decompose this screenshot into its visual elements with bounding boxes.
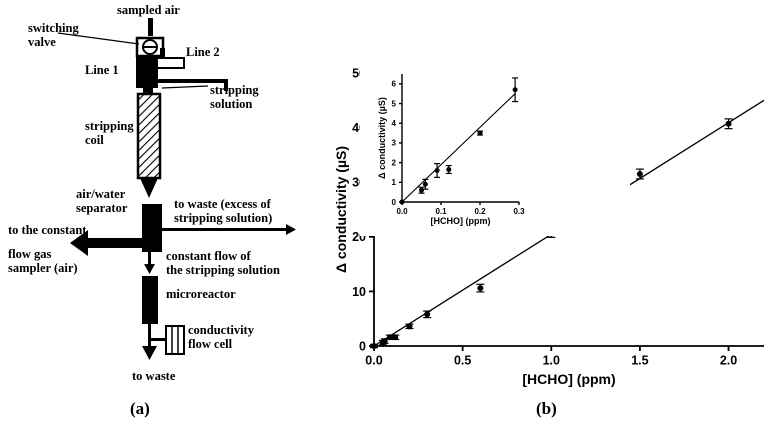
inset-data-point (399, 199, 405, 205)
excess-waste-arrow (162, 224, 296, 235)
inset-chart: 0.0 0.1 0.2 0.3 0 1 2 3 4 5 6 [HCHO] (ppm) Δ conduct… (360, 66, 630, 236)
switching-valve (135, 36, 165, 58)
inset-y-tick-label: 1 (392, 178, 397, 187)
main-data-point (386, 334, 393, 341)
main-x-tick-label: 2.0 (720, 354, 737, 368)
inset-x-tick-label: 0.1 (435, 207, 447, 216)
inset-y-tick-label: 2 (392, 158, 397, 167)
inset-x-tick-label: 0.3 (513, 207, 525, 216)
label-to-waste-excess-2: stripping solution) (174, 211, 272, 225)
air-water-separator (142, 204, 162, 252)
inset-data-point (434, 167, 440, 173)
main-data-point (424, 311, 431, 318)
coil-outlet-funnel (140, 178, 158, 198)
label-conductivity: conductivity (188, 323, 255, 337)
inset-y-tick-label: 5 (392, 99, 397, 108)
line-1-block (136, 56, 158, 88)
inset-x-tick-label: 0.0 (396, 207, 408, 216)
label-line-1: Line 1 (85, 63, 119, 77)
inset-y-tick-label: 0 (392, 198, 397, 207)
caption-b: (b) (536, 399, 557, 418)
stripping-coil (136, 92, 162, 180)
conductivity-flow-cell (151, 325, 185, 355)
label-stripping-coil-2: coil (85, 133, 104, 147)
stripping-solution-inlet (158, 79, 228, 83)
panel-a-diagram: sampled air switching valve Line 2 Line … (8, 3, 296, 418)
inset-data-point (422, 181, 428, 187)
label-valve: valve (28, 35, 56, 49)
main-data-point (371, 343, 377, 349)
inset-fit-line (401, 93, 516, 203)
main-x-tick-label: 1.0 (543, 354, 560, 368)
microreactor (142, 276, 158, 324)
label-to-waste: to waste (132, 369, 176, 383)
main-x-tick-label: 0.5 (454, 354, 471, 368)
inset-y-axis-label: Δ conductivity (µS) (377, 97, 387, 179)
label-constant-flow-2: the stripping solution (166, 263, 280, 277)
label-sampled-air: sampled air (117, 3, 180, 17)
gas-sampler-arrow (70, 230, 142, 256)
main-data-point (406, 323, 413, 330)
main-y-axis-label: Δ conductivity (µS) (333, 146, 349, 273)
main-y-tick-label: 10 (352, 285, 366, 299)
main-data-point (392, 334, 399, 341)
label-air-water: air/water (76, 187, 126, 201)
label-stripping-coil-1: stripping (85, 119, 134, 133)
inset-x-axis-label: [HCHO] (ppm) (431, 216, 491, 226)
inset-data-point (419, 187, 424, 193)
to-waste-arrow (142, 346, 157, 360)
main-data-point (725, 120, 732, 127)
inset-y-tick-label: 6 (392, 80, 397, 89)
label-switching: switching (28, 21, 79, 35)
label-microreactor: microreactor (166, 287, 236, 301)
label-line-2: Line 2 (186, 45, 220, 59)
main-x-tick-label: 0.0 (365, 354, 382, 368)
label-stripping-solution-1: stripping (210, 83, 259, 97)
label-to-constant-3: sampler (air) (8, 261, 78, 275)
main-data-point (636, 171, 643, 178)
label-stripping-solution-2: solution (210, 97, 252, 111)
inset-data-point (477, 130, 483, 136)
label-to-constant-2: flow gas (8, 247, 52, 261)
inset-data-point (512, 87, 518, 93)
inset-x-tick-label: 0.2 (474, 207, 486, 216)
label-to-constant-1: to the constant (8, 223, 87, 237)
sampled-air-inlet (148, 18, 153, 36)
main-data-point (477, 285, 484, 292)
label-flow-cell: flow cell (188, 337, 233, 351)
main-x-axis-label: [HCHO] (ppm) (522, 371, 615, 387)
label-constant-flow-1: constant flow of (166, 249, 252, 263)
main-x-tick-label: 1.5 (631, 354, 648, 368)
label-separator: separator (76, 201, 128, 215)
inset-y-tick-label: 3 (392, 139, 397, 148)
inset-y-tick-label: 4 (392, 119, 397, 128)
stripping-solution-line (148, 252, 151, 266)
label-to-waste-excess-1: to waste (excess of (174, 197, 272, 211)
main-y-tick-label: 0 (359, 339, 366, 353)
inset-background (360, 66, 630, 236)
inset-data-point (446, 167, 452, 173)
caption-a: (a) (130, 399, 150, 418)
